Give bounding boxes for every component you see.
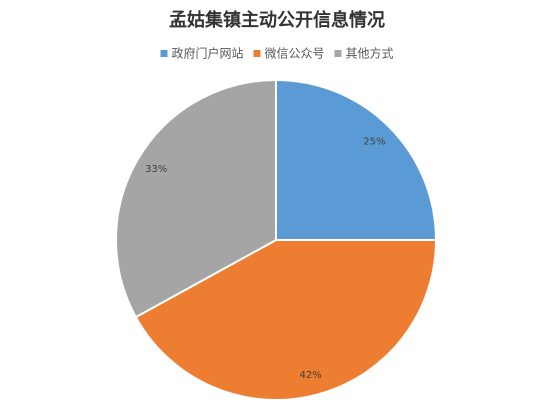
data-label: 33% bbox=[145, 164, 167, 175]
legend-label: 其他方式 bbox=[346, 46, 394, 61]
legend: 政府门户网站 微信公众号 其他方式 bbox=[160, 46, 394, 61]
pie: 25% 42% 33% bbox=[115, 78, 438, 401]
legend-label: 微信公众号 bbox=[264, 47, 324, 61]
pie-slice bbox=[134, 239, 438, 401]
data-label: 42% bbox=[300, 370, 322, 381]
pie-slice bbox=[275, 78, 438, 241]
legend-swatch bbox=[253, 50, 261, 57]
legend-label: 政府门户网站 bbox=[171, 46, 243, 61]
chart-title: 孟姑集镇主动公开信息情况 bbox=[169, 9, 385, 30]
pie-slice bbox=[115, 78, 277, 319]
legend-swatch bbox=[334, 50, 342, 57]
data-label: 25% bbox=[363, 137, 385, 148]
legend-swatch bbox=[160, 50, 168, 57]
